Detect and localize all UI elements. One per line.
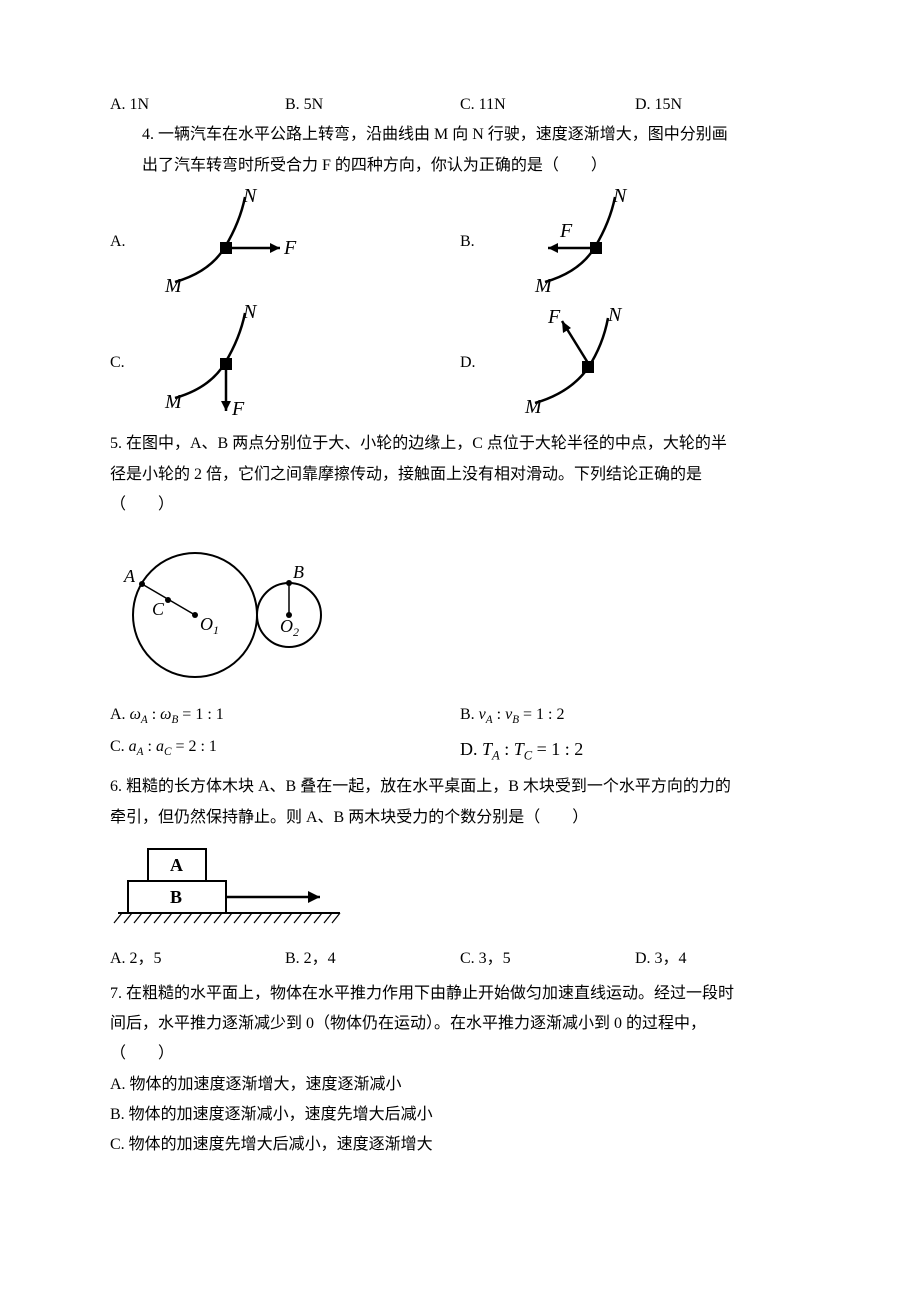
q4-diag-d: N M F — [500, 303, 810, 423]
q7-opt-b: B. 物体的加速度逐渐减小，速度先增大后减小 — [110, 1100, 810, 1130]
svg-text:F: F — [283, 237, 297, 259]
q4-diag-b: N M F — [500, 187, 810, 297]
q5-text-line1: 5. 在图中，A、B 两点分别位于大、小轮的边缘上，C 点位于大轮半径的中点，大… — [110, 429, 810, 459]
q5-opt-c: C. aA : aC = 2 : 1 — [110, 732, 460, 769]
q6-text-line1: 6. 粗糙的长方体木块 A、B 叠在一起，放在水平桌面上，B 木块受到一个水平方… — [110, 772, 810, 802]
svg-text:O1: O1 — [200, 614, 219, 637]
q6: 6. 粗糙的长方体木块 A、B 叠在一起，放在水平桌面上，B 木块受到一个水平方… — [110, 772, 810, 974]
q5-opt-d: D. TA : TC = 1 : 2 — [460, 732, 810, 769]
q4-diag-c: N M F — [150, 303, 460, 423]
svg-text:M: M — [164, 275, 183, 297]
q4-diag-a: N M F — [150, 187, 460, 297]
q4-label-b: B. — [460, 227, 500, 257]
q5-opt-b: B. vA : vB = 1 : 2 — [460, 700, 810, 731]
q3-options: A. 1N B. 5N C. 11N D. 15N — [110, 90, 810, 120]
q7-opt-a: A. 物体的加速度逐渐增大，速度逐渐减小 — [110, 1070, 810, 1100]
q5-opts-row1: A. ωA : ωB = 1 : 1 B. vA : vB = 1 : 2 — [110, 700, 810, 731]
q4-row1: A. N M F B. N M F — [110, 187, 810, 297]
svg-text:M: M — [524, 396, 543, 418]
q6-diagram: A B — [110, 841, 810, 936]
svg-text:N: N — [612, 187, 628, 207]
svg-text:F: F — [231, 398, 245, 420]
q4: 4. 一辆汽车在水平公路上转弯，沿曲线由 M 向 N 行驶，速度逐渐增大，图中分… — [110, 120, 810, 423]
svg-text:A: A — [123, 566, 136, 586]
q4-label-d: D. — [460, 348, 500, 378]
q5-opts-row2: C. aA : aC = 2 : 1 D. TA : TC = 1 : 2 — [110, 732, 810, 769]
q6-options: A. 2，5 B. 2，4 C. 3，5 D. 3，4 — [110, 944, 810, 974]
q5-text-line2: 径是小轮的 2 倍，它们之间靠摩擦传动，接触面上没有相对滑动。下列结论正确的是 — [110, 460, 810, 490]
q6-text-line2: 牵引，但仍然保持静止。则 A、B 两木块受力的个数分别是（ ） — [110, 803, 810, 833]
q4-label-a: A. — [110, 227, 150, 257]
q4-row2: C. N M F D. N M F — [110, 303, 810, 423]
q6-opt-b: B. 2，4 — [285, 944, 460, 974]
q7: 7. 在粗糙的水平面上，物体在水平推力作用下由静止开始做匀加速直线运动。经过一段… — [110, 979, 810, 1161]
q3-opt-c: C. 11N — [460, 90, 635, 120]
svg-text:N: N — [242, 303, 258, 323]
q4-label-c: C. — [110, 348, 150, 378]
svg-text:F: F — [559, 220, 573, 242]
q6-opt-c: C. 3，5 — [460, 944, 635, 974]
q3-opt-d: D. 15N — [635, 90, 810, 120]
q5-text-line3: （ ） — [110, 490, 810, 520]
q5-diagram: A C O1 B O2 — [110, 530, 810, 690]
q4-text-line1: 4. 一辆汽车在水平公路上转弯，沿曲线由 M 向 N 行驶，速度逐渐增大，图中分… — [110, 120, 810, 150]
svg-text:O2: O2 — [280, 616, 299, 639]
svg-text:M: M — [164, 391, 183, 413]
q3-opt-b: B. 5N — [285, 90, 460, 120]
q4-text-line2: 出了汽车转弯时所受合力 F 的四种方向，你认为正确的是（ ） — [110, 151, 810, 181]
svg-text:M: M — [534, 275, 553, 297]
q7-text-line3: （ ） — [110, 1039, 810, 1069]
svg-text:A: A — [170, 855, 183, 875]
svg-text:C: C — [152, 599, 165, 619]
svg-text:N: N — [242, 187, 258, 207]
svg-text:N: N — [607, 304, 623, 326]
q6-opt-d: D. 3，4 — [635, 944, 810, 974]
svg-text:B: B — [170, 887, 182, 907]
svg-text:F: F — [547, 306, 561, 328]
svg-text:B: B — [293, 562, 304, 582]
q5: 5. 在图中，A、B 两点分别位于大、小轮的边缘上，C 点位于大轮半径的中点，大… — [110, 429, 810, 768]
q7-opt-c: C. 物体的加速度先增大后减小，速度逐渐增大 — [110, 1130, 810, 1160]
q3-opt-a: A. 1N — [110, 90, 285, 120]
q7-text-line1: 7. 在粗糙的水平面上，物体在水平推力作用下由静止开始做匀加速直线运动。经过一段… — [110, 979, 810, 1009]
q7-text-line2: 间后，水平推力逐渐减少到 0（物体仍在运动）。在水平推力逐渐减小到 0 的过程中… — [110, 1009, 810, 1039]
q6-opt-a: A. 2，5 — [110, 944, 285, 974]
q5-opt-a: A. ωA : ωB = 1 : 1 — [110, 700, 460, 731]
